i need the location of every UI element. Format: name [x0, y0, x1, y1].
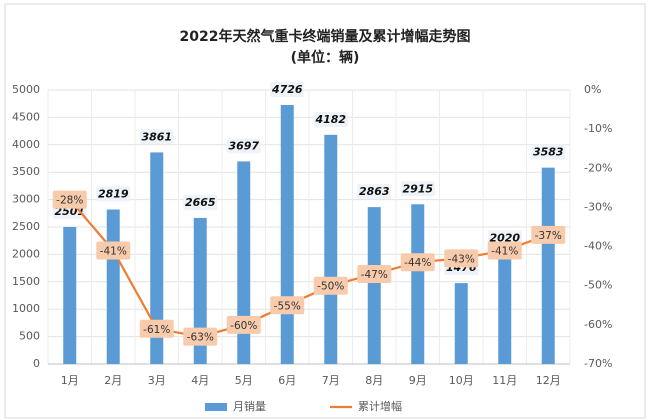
- y2-tick-label: -10%: [584, 122, 612, 135]
- bar-label-bg: [531, 144, 566, 160]
- y-tick-label: 500: [19, 330, 40, 343]
- legend-swatch: [205, 403, 227, 411]
- legend-label: 累计增幅: [358, 399, 402, 413]
- line-label-bg: [357, 264, 392, 283]
- line-label: -61%: [143, 324, 170, 336]
- y-tick-label: 3000: [12, 193, 40, 206]
- y2-tick-label: -60%: [584, 318, 612, 331]
- chart-title: 2022年天然气重卡终端销量及累计增幅走势图: [180, 28, 471, 45]
- bar: [454, 283, 468, 364]
- line-label: -37%: [535, 230, 562, 242]
- x-tick-label: 7月: [322, 374, 340, 387]
- line-label-bg: [487, 241, 522, 260]
- y-tick-label: 3500: [12, 165, 40, 178]
- x-tick-label: 4月: [191, 374, 209, 387]
- bar-label: 4182: [314, 113, 346, 126]
- x-tick-label: 9月: [409, 374, 427, 387]
- y-tick-label: 4000: [12, 138, 40, 151]
- line-label: -50%: [317, 281, 344, 293]
- bar: [411, 204, 425, 364]
- bar-label-bg: [183, 194, 218, 210]
- line-label: -60%: [230, 320, 257, 332]
- y-tick-label: 5000: [12, 83, 40, 96]
- line-label-bg: [313, 276, 348, 295]
- bar-label-bg: [400, 181, 435, 197]
- line-label-bg: [400, 253, 435, 272]
- x-tick-label: 5月: [235, 374, 253, 387]
- bar: [106, 209, 120, 364]
- bar-label-bg: [357, 184, 392, 200]
- bar-label-bg: [270, 82, 305, 98]
- bar-label: 4726: [271, 83, 303, 96]
- y2-tick-label: -50%: [584, 279, 612, 292]
- y-tick-label: 1500: [12, 275, 40, 288]
- line-label: -47%: [361, 269, 388, 281]
- bar: [324, 134, 338, 364]
- bar: [367, 207, 381, 364]
- bar: [498, 253, 512, 364]
- bar-label: 2863: [359, 185, 390, 198]
- x-tick-label: 11月: [492, 374, 517, 387]
- bar: [193, 217, 207, 364]
- line-label: -44%: [404, 257, 431, 269]
- x-tick-label: 3月: [148, 374, 166, 387]
- x-tick-label: 1月: [61, 374, 79, 387]
- bar-label: 2819: [98, 188, 129, 201]
- bar-label: 3697: [228, 139, 259, 152]
- y-tick-label: 1000: [12, 302, 40, 315]
- y2-tick-label: -30%: [584, 200, 612, 213]
- bar-label: 2915: [402, 182, 433, 195]
- x-tick-label: 8月: [365, 374, 383, 387]
- x-tick-label: 12月: [536, 374, 561, 387]
- bar-label-bg: [139, 129, 174, 145]
- bar-label-bg: [313, 111, 348, 127]
- legend-label: 月销量: [233, 399, 266, 413]
- y2-tick-label: 0%: [584, 83, 601, 96]
- bar: [541, 167, 555, 364]
- bar-label: 3861: [141, 130, 172, 143]
- bar: [237, 161, 251, 364]
- bar-label-bg: [96, 186, 131, 202]
- y-tick-label: 4500: [12, 110, 40, 123]
- line-label-bg: [96, 241, 131, 260]
- line-label: -63%: [187, 332, 214, 344]
- line-label-bg: [183, 327, 218, 346]
- line-label-bg: [270, 296, 305, 315]
- line-label: -41%: [100, 245, 127, 257]
- line-label-bg: [52, 190, 87, 209]
- bar-label: 3583: [533, 146, 564, 159]
- y-tick-label: 0: [33, 357, 40, 370]
- line-label: -28%: [56, 195, 83, 207]
- y2-tick-label: -70%: [584, 357, 612, 370]
- line-label-bg: [531, 225, 566, 244]
- line-label: -43%: [448, 253, 475, 265]
- bar-label: 2665: [185, 196, 216, 209]
- bar-label-bg: [226, 138, 261, 154]
- x-tick-label: 2月: [104, 374, 122, 387]
- x-tick-label: 10月: [449, 374, 474, 387]
- line-label-bg: [139, 319, 174, 338]
- bar: [63, 226, 77, 364]
- chart-subtitle: (单位：辆): [291, 49, 360, 66]
- line-label-bg: [444, 249, 479, 268]
- bar: [150, 152, 164, 364]
- bar: [280, 105, 294, 364]
- y-tick-label: 2500: [12, 220, 40, 233]
- line-label: -55%: [274, 300, 301, 312]
- line-label-bg: [226, 315, 261, 334]
- bar-label: 2020: [489, 231, 520, 244]
- y2-tick-label: -40%: [584, 240, 612, 253]
- y-tick-label: 2000: [12, 247, 40, 260]
- x-tick-label: 6月: [278, 374, 296, 387]
- y2-tick-label: -20%: [584, 161, 612, 174]
- line-label: -41%: [491, 245, 518, 257]
